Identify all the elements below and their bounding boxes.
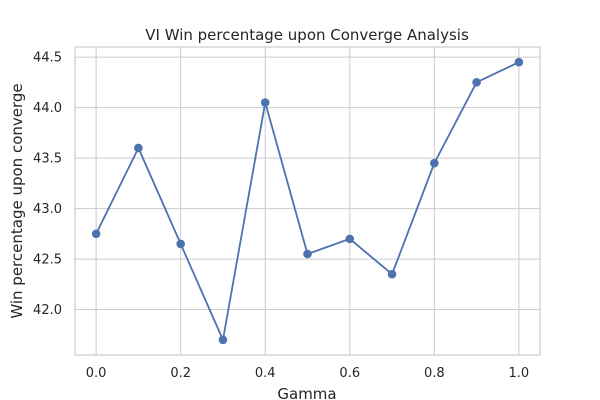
y-tick-label: 43.0 — [33, 202, 62, 217]
data-point — [345, 234, 355, 244]
y-tick-label: 44.0 — [33, 101, 62, 116]
data-point — [303, 249, 312, 259]
series-line — [95, 61, 520, 341]
chart-title: VI Win percentage upon Converge Analysis — [145, 26, 469, 44]
data-point — [218, 335, 228, 345]
x-axis-label: Gamma — [277, 385, 336, 400]
x-tick-label: 0.4 — [255, 366, 276, 381]
x-tick-label: 0.8 — [424, 366, 445, 381]
y-axis-label: Win percentage upon converge — [8, 83, 26, 318]
data-point — [387, 269, 397, 279]
data-point — [430, 158, 439, 168]
x-tick-label: 0.2 — [170, 366, 191, 381]
tick-labels: 0.0 0.2 0.4 0.6 0.8 1.0 42.0 42.5 43.0 43.5 44.0 44… — [33, 51, 529, 381]
data-point — [514, 57, 524, 67]
x-tick-label: 0.6 — [339, 366, 360, 381]
data-point — [91, 229, 101, 239]
plot-frame — [74, 46, 541, 356]
x-tick-label: 1.0 — [509, 366, 530, 381]
series — [91, 57, 524, 345]
y-tick-label: 42.5 — [33, 253, 62, 268]
data-point — [176, 239, 185, 249]
x-tick-label: 0.0 — [86, 366, 107, 381]
data-point — [134, 143, 143, 153]
data-point — [260, 98, 270, 107]
y-tick-label: 42.0 — [33, 303, 62, 318]
y-tick-label: 43.5 — [33, 152, 62, 167]
y-tick-label: 44.5 — [33, 51, 62, 66]
data-point — [472, 78, 481, 87]
